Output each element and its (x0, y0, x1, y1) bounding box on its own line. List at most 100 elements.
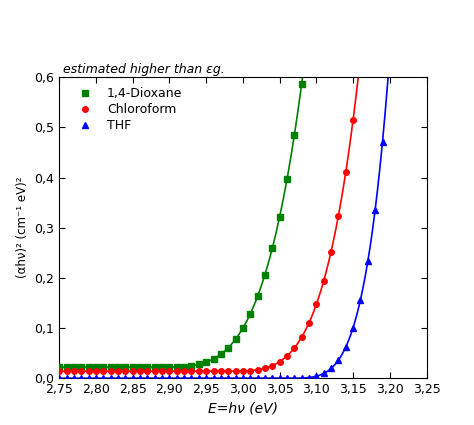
1,4-Dioxane (343, 50, 348, 55)
Chloroform (247, 368, 253, 373)
Chloroform (409, 50, 415, 55)
THF (166, 376, 172, 381)
THF (93, 376, 99, 381)
THF (196, 376, 201, 381)
Chloroform (93, 368, 99, 374)
1,4-Dioxane (137, 365, 143, 370)
THF (174, 376, 180, 381)
1,4-Dioxane (357, 50, 363, 55)
Chloroform (277, 359, 283, 364)
1,4-Dioxane (122, 365, 128, 370)
THF (313, 374, 319, 379)
1,4-Dioxane (416, 50, 422, 55)
Chloroform (130, 368, 136, 374)
1,4-Dioxane (387, 50, 392, 55)
Chloroform (203, 368, 209, 374)
THF (269, 376, 275, 381)
THF (409, 50, 415, 55)
1,4-Dioxane (225, 345, 231, 350)
THF (321, 371, 327, 376)
Chloroform (343, 170, 348, 175)
THF (284, 376, 290, 381)
Line: THF: THF (56, 49, 422, 381)
1,4-Dioxane (196, 362, 201, 367)
THF (86, 376, 91, 381)
1,4-Dioxane (159, 365, 165, 370)
THF (380, 139, 385, 144)
THF (365, 259, 371, 264)
Line: Chloroform: Chloroform (56, 49, 422, 374)
Chloroform (86, 368, 91, 374)
Chloroform (240, 368, 246, 374)
Chloroform (387, 50, 392, 55)
1,4-Dioxane (306, 50, 312, 55)
Chloroform (71, 368, 77, 374)
1,4-Dioxane (394, 50, 400, 55)
Chloroform (145, 368, 150, 374)
THF (130, 376, 136, 381)
Chloroform (78, 368, 84, 374)
THF (240, 376, 246, 381)
Chloroform (225, 368, 231, 374)
1,4-Dioxane (174, 364, 180, 369)
THF (115, 376, 121, 381)
THF (255, 376, 260, 381)
THF (71, 376, 77, 381)
1,4-Dioxane (401, 50, 407, 55)
Chloroform (122, 368, 128, 374)
Chloroform (328, 249, 334, 254)
Chloroform (306, 320, 312, 325)
Y-axis label: (αhν)² (cm⁻¹ eV)²: (αhν)² (cm⁻¹ eV)² (16, 177, 29, 278)
1,4-Dioxane (166, 365, 172, 370)
X-axis label: E=hν (eV): E=hν (eV) (208, 402, 278, 416)
1,4-Dioxane (108, 365, 113, 370)
Chloroform (159, 368, 165, 374)
Chloroform (181, 368, 187, 374)
THF (401, 50, 407, 55)
Chloroform (336, 213, 341, 218)
THF (225, 376, 231, 381)
Text: estimated higher than εg.: estimated higher than εg. (63, 63, 225, 76)
1,4-Dioxane (210, 356, 216, 361)
1,4-Dioxane (152, 365, 157, 370)
Chloroform (166, 368, 172, 374)
Chloroform (269, 363, 275, 368)
THF (394, 50, 400, 55)
1,4-Dioxane (233, 337, 238, 342)
1,4-Dioxane (277, 214, 283, 219)
THF (64, 376, 69, 381)
1,4-Dioxane (350, 50, 356, 55)
1,4-Dioxane (409, 50, 415, 55)
Chloroform (210, 368, 216, 374)
THF (145, 376, 150, 381)
THF (108, 376, 113, 381)
1,4-Dioxane (321, 50, 327, 55)
1,4-Dioxane (255, 294, 260, 299)
1,4-Dioxane (100, 365, 106, 370)
Chloroform (56, 368, 62, 374)
Chloroform (218, 368, 224, 374)
Chloroform (100, 368, 106, 374)
THF (189, 376, 194, 381)
Chloroform (262, 366, 268, 371)
THF (218, 376, 224, 381)
Chloroform (365, 50, 371, 55)
1,4-Dioxane (328, 50, 334, 55)
1,4-Dioxane (64, 365, 69, 370)
THF (137, 376, 143, 381)
1,4-Dioxane (189, 363, 194, 368)
Chloroform (416, 50, 422, 55)
1,4-Dioxane (203, 360, 209, 365)
THF (233, 376, 238, 381)
THF (299, 376, 304, 381)
1,4-Dioxane (93, 365, 99, 370)
Chloroform (137, 368, 143, 374)
1,4-Dioxane (284, 176, 290, 181)
1,4-Dioxane (181, 364, 187, 369)
1,4-Dioxane (262, 272, 268, 277)
Chloroform (380, 50, 385, 55)
THF (357, 297, 363, 302)
Chloroform (174, 368, 180, 374)
THF (306, 375, 312, 380)
THF (100, 376, 106, 381)
